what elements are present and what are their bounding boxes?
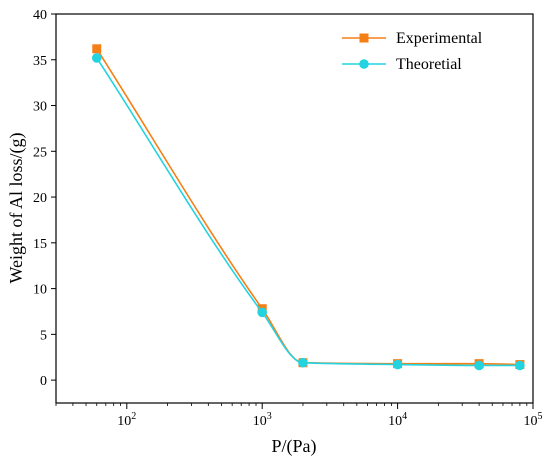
x-tick-label: 105 [524, 411, 543, 429]
series-experimental [92, 44, 525, 370]
y-axis: 0 5 10 15 20 25 30 35 40 [33, 8, 56, 389]
data-point-circle [515, 360, 525, 371]
x-tick-label: 104 [388, 411, 407, 429]
series-theoretial [91, 53, 525, 371]
data-point-circle [91, 53, 102, 63]
y-tick-label: 20 [33, 191, 47, 206]
y-tick-label: 15 [33, 237, 47, 252]
series-layer [91, 44, 525, 371]
plot-frame [55, 13, 534, 404]
y-tick-label: 35 [33, 54, 47, 69]
data-point-square [92, 44, 102, 54]
legend-label: Theoretial [396, 56, 462, 73]
legend-item: Experimental [342, 30, 483, 47]
x-axis-title: P/(Pa) [272, 436, 317, 457]
legend-item: Theoretial [342, 56, 462, 73]
series-line [96, 57, 520, 367]
y-tick-label: 30 [33, 100, 47, 115]
legend-marker-square [359, 33, 369, 43]
legend-marker-circle [359, 59, 369, 69]
data-point-circle [474, 360, 484, 371]
y-tick-label: 0 [40, 374, 47, 389]
data-point-circle [298, 357, 308, 368]
series-line [96, 48, 520, 366]
y-tick-label: 25 [33, 145, 47, 160]
data-point-circle [392, 359, 403, 370]
data-point-circle [257, 307, 267, 318]
x-tick-label: 102 [117, 411, 136, 429]
x-tick-label: 103 [253, 411, 272, 429]
legend: Experimental Theoretial [342, 30, 483, 73]
x-axis: 102 103 104 105 [55, 403, 543, 429]
y-axis-title: Weight of Al loss/(g) [6, 132, 27, 283]
legend-label: Experimental [396, 30, 483, 47]
y-tick-label: 10 [33, 283, 47, 298]
y-tick-label: 5 [40, 328, 47, 343]
y-tick-label: 40 [33, 8, 47, 23]
